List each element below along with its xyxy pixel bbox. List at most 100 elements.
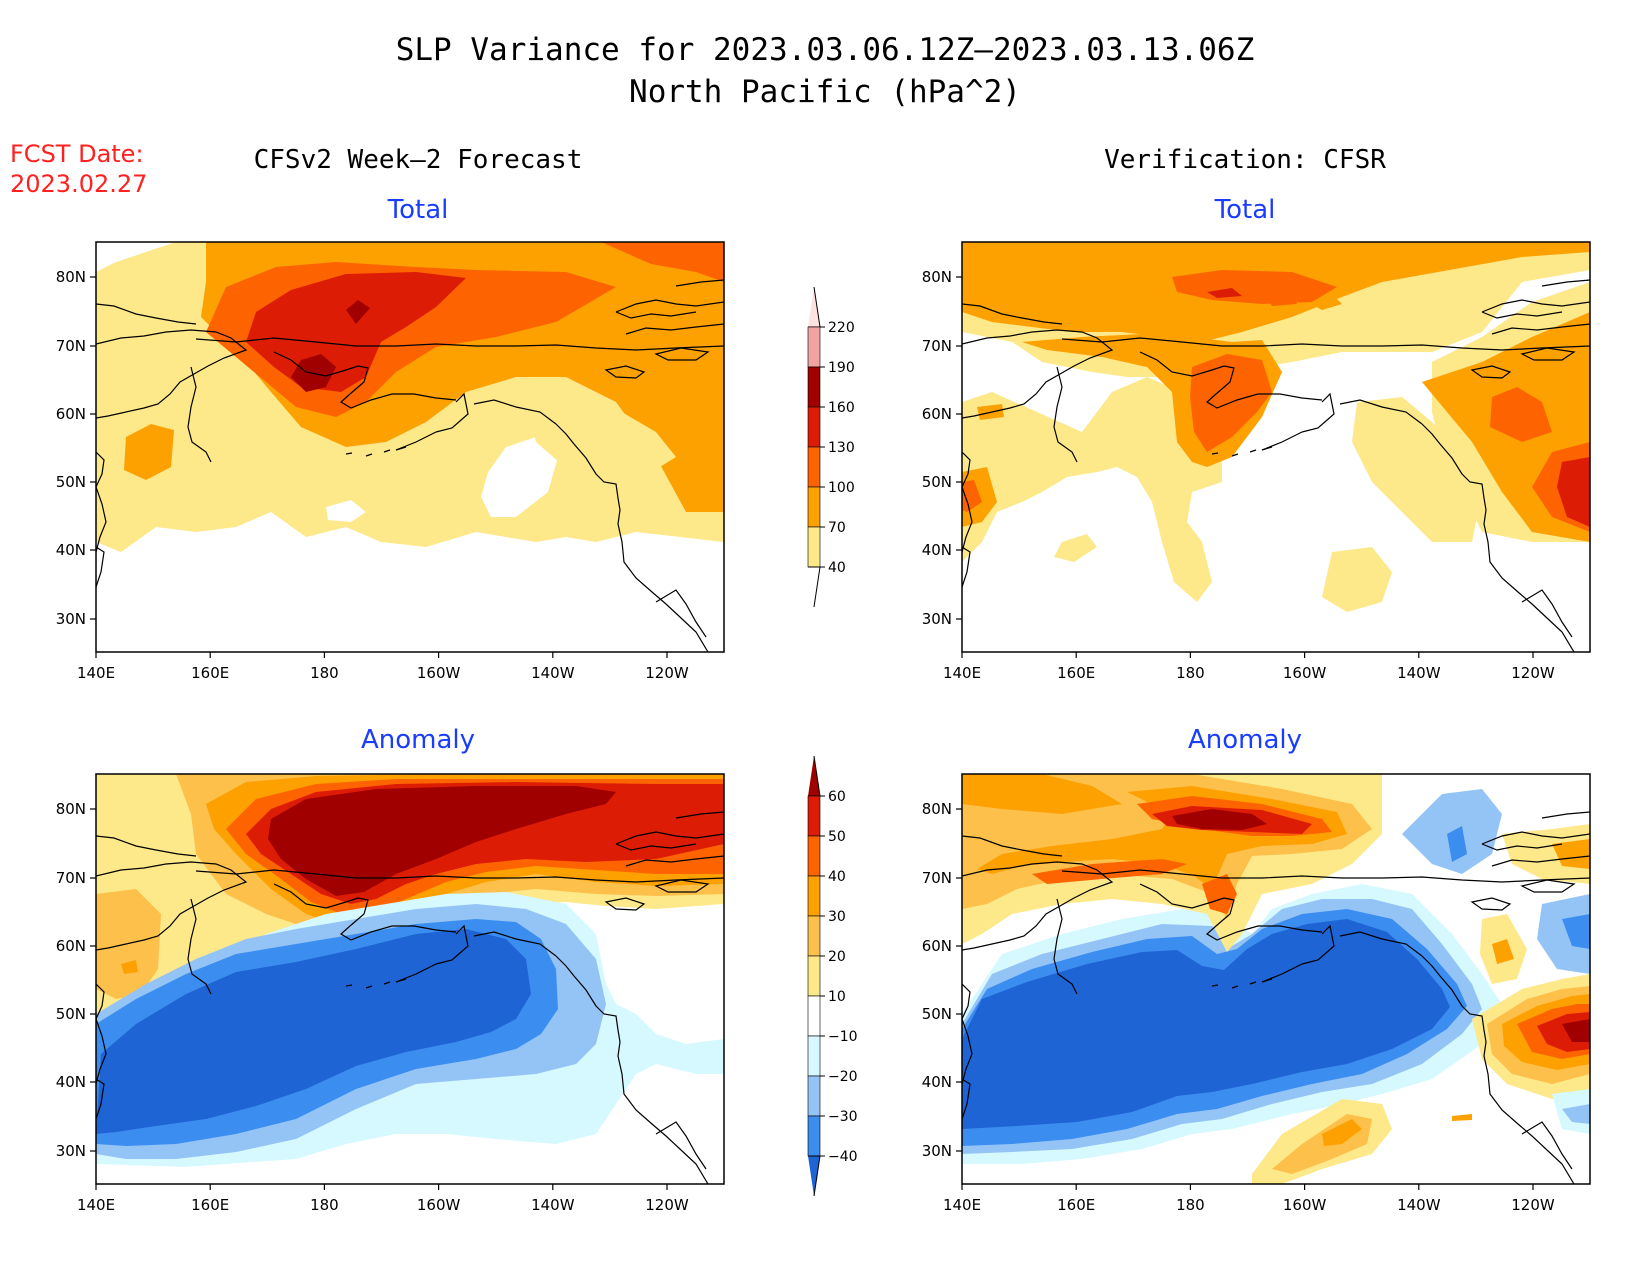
lon-tick-label: 140E: [77, 664, 115, 682]
lat-tick-label: 60N: [56, 405, 86, 423]
lon-tick-label: 140E: [943, 1196, 981, 1214]
colorbar-arrow-bottom: [808, 1155, 821, 1197]
lat-tick-label: 70N: [56, 869, 86, 887]
lat-tick-label: 40N: [56, 1073, 86, 1091]
colorbar-swatch: [807, 875, 821, 917]
lat-tick-label: 50N: [922, 473, 952, 491]
lon-tick-label: 140W: [1397, 664, 1441, 682]
colorbar-swatch: [807, 915, 821, 957]
colorbar-level-label: 220: [828, 320, 855, 336]
lon-tick-label: 160E: [1057, 1196, 1095, 1214]
lon-tick-label: 140W: [1397, 1196, 1441, 1214]
lon-tick-label: 180: [310, 1196, 339, 1214]
lon-tick-label: 160W: [1283, 1196, 1327, 1214]
colorbar-swatch: [807, 326, 821, 368]
colorbar-level-label: 50: [828, 829, 846, 845]
subtitle-verification-anomaly: Anomaly: [1188, 725, 1302, 755]
lon-tick-label: 160W: [417, 664, 461, 682]
colorbar-level-label: −20: [828, 1069, 858, 1085]
column-title-verification: Verification: CFSR: [1104, 145, 1386, 175]
colorbar-level-label: 20: [828, 949, 846, 965]
lat-tick-label: 80N: [56, 268, 86, 286]
lon-tick-label: 180: [1176, 1196, 1205, 1214]
lat-tick-label: 30N: [56, 610, 86, 628]
map-axes: 140E 160E 180 160W 140W 120W 80N 70N 60N 50N 40N 30…: [56, 268, 1555, 1214]
lat-tick-label: 80N: [56, 800, 86, 818]
subtitle-forecast-anomaly: Anomaly: [361, 725, 475, 755]
colorbar-swatch: [807, 955, 821, 997]
colorbar-arrow-bottom: [808, 566, 821, 608]
lat-tick-label: 60N: [922, 405, 952, 423]
colorbar-swatch: [807, 366, 821, 408]
map-verification-anomaly: [961, 773, 1591, 1185]
map-forecast-total: [95, 241, 725, 653]
colorbar-swatch: [807, 486, 821, 528]
main-title-line2: North Pacific (hPa^2): [629, 74, 1021, 110]
colorbar-swatch: [807, 406, 821, 448]
lon-tick-label: 120W: [1511, 664, 1555, 682]
lat-tick-label: 50N: [922, 1005, 952, 1023]
lat-tick-label: 70N: [922, 869, 952, 887]
main-title-line1: SLP Variance for 2023.03.06.12Z–2023.03.…: [396, 32, 1255, 68]
colorbar-level-label: −30: [828, 1109, 858, 1125]
lat-tick-label: 50N: [56, 473, 86, 491]
lon-tick-label: 160E: [191, 1196, 229, 1214]
lon-tick-label: 180: [1176, 664, 1205, 682]
lat-tick-label: 70N: [922, 337, 952, 355]
lat-tick-label: 70N: [56, 337, 86, 355]
colorbar-level-label: 100: [828, 480, 855, 496]
lon-tick-label: 120W: [1511, 1196, 1555, 1214]
fcst-date-value: 2023.02.27: [10, 170, 147, 198]
colorbar-swatch: [807, 1035, 821, 1077]
lat-tick-label: 30N: [922, 1142, 952, 1160]
map-forecast-anomaly: [95, 773, 725, 1185]
colorbar-arrow-top: [808, 755, 821, 797]
column-title-forecast: CFSv2 Week–2 Forecast: [254, 145, 583, 175]
colorbar-level-label: 10: [828, 989, 846, 1005]
colorbar-swatch: [807, 446, 821, 488]
lat-tick-label: 30N: [922, 610, 952, 628]
colorbar-level-label: 160: [828, 400, 855, 416]
colorbar-anomaly: 60 50 40 30 20 10 −10 −20 −30 −40: [807, 755, 858, 1197]
lat-tick-label: 60N: [922, 937, 952, 955]
colorbar-swatch: [807, 795, 821, 837]
colorbar-level-label: −40: [828, 1149, 858, 1165]
lon-tick-label: 160W: [417, 1196, 461, 1214]
colorbar-swatch: [807, 995, 821, 1037]
colorbar-level-label: 60: [828, 789, 846, 805]
colorbar-swatch: [807, 526, 821, 568]
subtitle-verification-total: Total: [1214, 195, 1276, 225]
colorbar-swatch: [807, 1115, 821, 1157]
colorbar-level-label: 70: [828, 520, 846, 536]
lat-tick-label: 40N: [922, 541, 952, 559]
colorbar-arrow-top: [808, 286, 821, 328]
lon-tick-label: 140E: [77, 1196, 115, 1214]
lon-tick-label: 140W: [531, 1196, 575, 1214]
colorbar-level-label: 190: [828, 360, 855, 376]
lat-tick-label: 30N: [56, 1142, 86, 1160]
subtitle-forecast-total: Total: [387, 195, 449, 225]
colorbar-level-label: 130: [828, 440, 855, 456]
lon-tick-label: 120W: [645, 1196, 689, 1214]
colorbar-level-label: 40: [828, 560, 846, 576]
colorbar-swatch: [807, 1075, 821, 1117]
map-verification-total: [961, 241, 1591, 653]
lon-tick-label: 140E: [943, 664, 981, 682]
lat-tick-label: 60N: [56, 937, 86, 955]
lon-tick-label: 180: [310, 664, 339, 682]
lon-tick-label: 120W: [645, 664, 689, 682]
lat-tick-label: 40N: [922, 1073, 952, 1091]
colorbar-level-label: −10: [828, 1029, 858, 1045]
lat-tick-label: 40N: [56, 541, 86, 559]
colorbar-total: 220 190 160 130 100 70 40: [807, 286, 855, 608]
lat-tick-label: 80N: [922, 800, 952, 818]
lon-tick-label: 160E: [191, 664, 229, 682]
lon-tick-label: 140W: [531, 664, 575, 682]
fcst-date-label: FCST Date:: [10, 140, 144, 168]
colorbar-level-label: 40: [828, 869, 846, 885]
lon-tick-label: 160W: [1283, 664, 1327, 682]
lat-tick-label: 80N: [922, 268, 952, 286]
colorbar-swatch: [807, 835, 821, 877]
lat-tick-label: 50N: [56, 1005, 86, 1023]
colorbar-level-label: 30: [828, 909, 846, 925]
